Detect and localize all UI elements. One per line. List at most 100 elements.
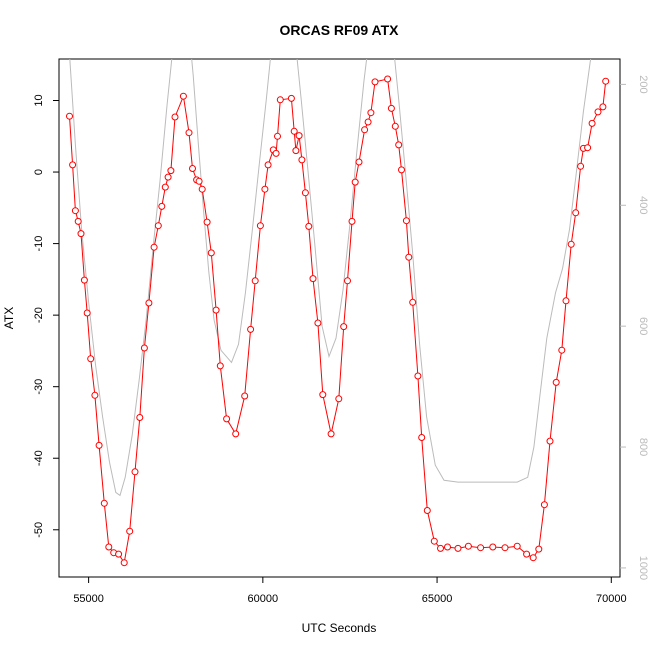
data-point	[464, 542, 472, 550]
data-point	[387, 104, 395, 112]
data-point	[80, 276, 88, 284]
data-point	[272, 149, 280, 157]
data-point	[301, 189, 309, 197]
data-point	[185, 129, 193, 137]
data-point	[256, 222, 264, 230]
data-point	[513, 542, 521, 550]
data-point	[344, 277, 351, 285]
y-tick-label: -30	[33, 379, 45, 395]
y-tick-label: 10	[33, 94, 45, 106]
data-point	[327, 430, 335, 438]
data-point	[395, 141, 403, 149]
x-tick-label: 70000	[596, 593, 627, 605]
data-point	[100, 499, 108, 507]
plot-frame	[58, 58, 621, 578]
y-tick-label: -50	[33, 522, 45, 538]
data-point	[572, 209, 580, 217]
data-point	[150, 243, 158, 251]
data-point	[546, 437, 554, 445]
data-point	[136, 414, 144, 421]
y2-tick-label: 1000	[637, 556, 649, 580]
data-point	[74, 217, 82, 225]
data-point	[105, 543, 113, 551]
x-tick-label: 65000	[422, 593, 453, 605]
data-point	[203, 218, 211, 226]
chart-title: ORCAS RF09 ATX	[279, 22, 399, 38]
data-point	[340, 323, 348, 331]
data-point	[126, 527, 134, 535]
data-point	[540, 501, 548, 509]
y-tick-label: -20	[33, 307, 45, 323]
x-tick-label: 60000	[248, 593, 279, 605]
data-point	[361, 126, 369, 134]
data-point	[418, 434, 426, 441]
data-point	[437, 544, 444, 552]
data-point	[77, 230, 85, 238]
data-point	[402, 217, 410, 225]
data-point	[216, 362, 224, 370]
primary-series	[66, 75, 610, 567]
y-tick-label: 0	[33, 169, 45, 175]
data-point	[584, 144, 592, 152]
data-point	[391, 122, 399, 130]
data-point	[247, 325, 255, 333]
data-point	[83, 309, 91, 317]
data-point	[232, 430, 240, 438]
data-point	[588, 119, 596, 127]
secondary-series-line	[69, 59, 592, 497]
data-point	[602, 77, 610, 85]
y-tick-label: -40	[33, 450, 45, 466]
data-point	[179, 92, 187, 100]
data-point	[95, 441, 103, 449]
data-point	[207, 249, 215, 257]
data-point	[364, 118, 372, 126]
data-point	[164, 173, 172, 181]
data-point	[562, 297, 570, 305]
data-point	[195, 177, 203, 185]
data-point	[552, 378, 560, 386]
data-point	[298, 156, 306, 164]
data-point	[120, 559, 128, 567]
data-point	[290, 127, 298, 135]
x-axis: 55000 60000 65000 70000	[73, 577, 627, 605]
data-point	[261, 185, 269, 193]
data-point	[594, 108, 602, 116]
data-point	[577, 162, 585, 170]
data-point	[251, 277, 259, 285]
y-axis-right: 200 400 600 800 1000	[620, 75, 649, 580]
data-point	[529, 554, 537, 562]
y-tick-label: -10	[33, 236, 45, 252]
data-point	[167, 167, 175, 175]
data-point	[384, 75, 392, 83]
data-point	[66, 112, 73, 120]
data-point	[599, 103, 607, 111]
data-point	[314, 319, 322, 327]
data-point	[501, 544, 509, 552]
data-point	[276, 96, 284, 104]
data-point	[305, 222, 313, 230]
y-axis-label: ATX	[2, 307, 16, 329]
data-point	[71, 207, 79, 215]
data-point	[398, 166, 405, 174]
data-point	[309, 275, 317, 283]
data-point	[115, 550, 123, 558]
data-point	[171, 113, 179, 121]
data-point	[335, 395, 343, 403]
data-point	[91, 391, 99, 399]
data-point	[444, 543, 451, 551]
x-axis-label: UTC Seconds	[302, 621, 377, 635]
data-point	[523, 550, 531, 558]
y2-tick-label: 600	[637, 317, 649, 335]
x-tick-label: 55000	[73, 593, 104, 605]
data-point	[198, 185, 206, 193]
data-point	[287, 94, 295, 102]
data-point	[319, 391, 327, 399]
y2-tick-label: 800	[637, 438, 649, 456]
data-point	[241, 392, 249, 400]
data-point	[140, 344, 148, 352]
y2-tick-label: 400	[637, 196, 649, 214]
data-point	[371, 78, 379, 86]
data-point	[355, 158, 363, 166]
data-point	[161, 183, 169, 191]
